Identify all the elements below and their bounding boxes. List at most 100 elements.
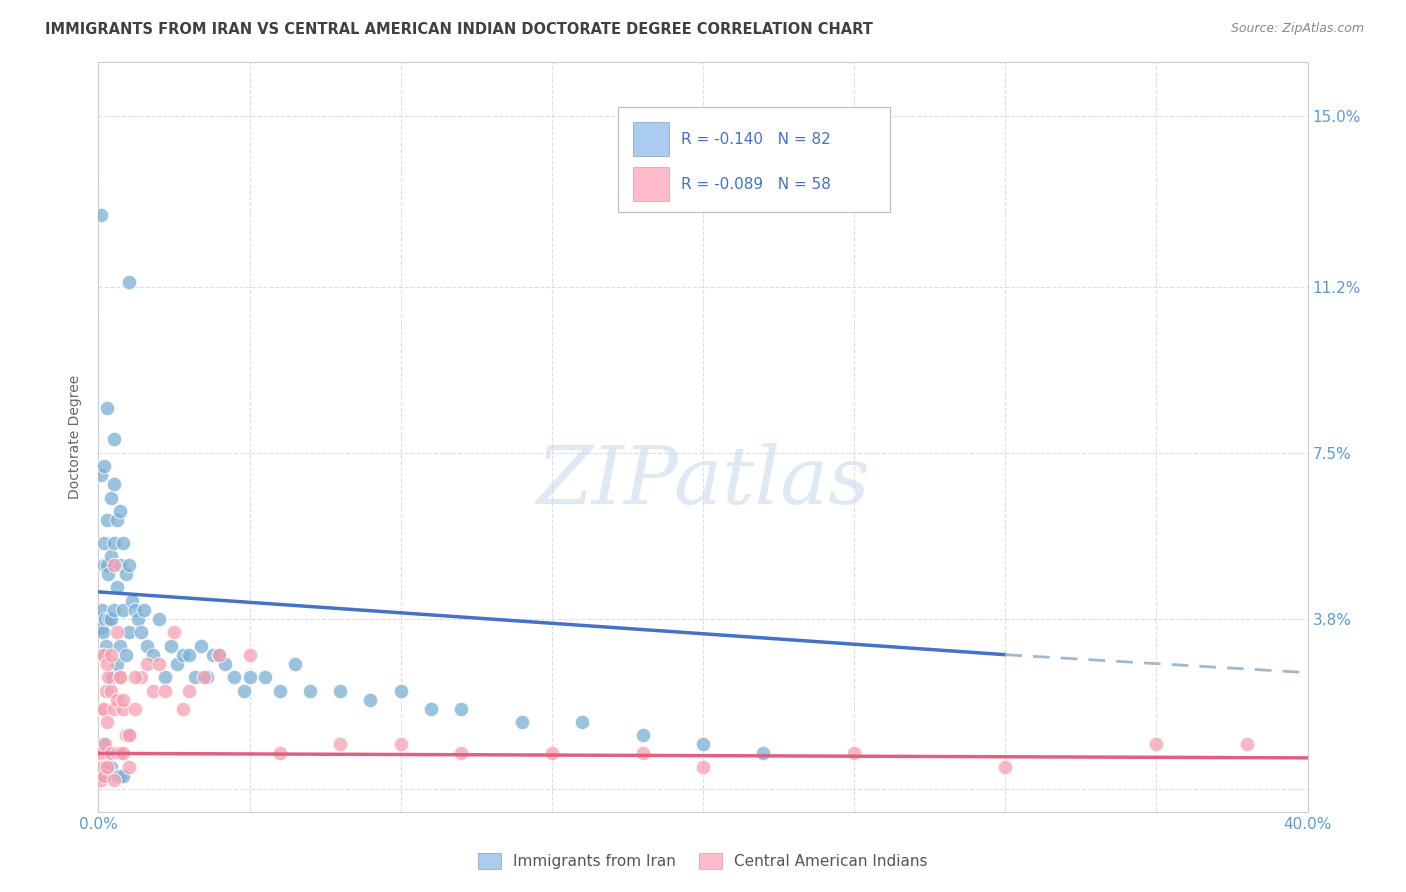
- Point: [103, 773, 125, 788]
- Point: [692, 738, 714, 752]
- Point: [142, 683, 165, 698]
- Text: R = -0.140   N = 82: R = -0.140 N = 82: [682, 132, 831, 147]
- Point: [202, 648, 225, 662]
- Point: [153, 670, 176, 684]
- Point: [90, 208, 112, 222]
- Point: [100, 549, 122, 563]
- Point: [124, 670, 146, 684]
- Point: [91, 701, 114, 715]
- Text: R = -0.089   N = 58: R = -0.089 N = 58: [682, 178, 831, 192]
- Point: [108, 670, 131, 684]
- Point: [91, 603, 114, 617]
- Point: [96, 760, 118, 774]
- Point: [420, 701, 443, 715]
- Point: [844, 747, 866, 761]
- Point: [118, 728, 141, 742]
- Point: [97, 670, 120, 684]
- Point: [100, 612, 122, 626]
- Point: [108, 670, 131, 684]
- Point: [103, 433, 125, 447]
- Point: [239, 648, 262, 662]
- Point: [172, 648, 194, 662]
- Point: [103, 747, 125, 761]
- Point: [94, 639, 117, 653]
- Point: [195, 670, 218, 684]
- Point: [172, 701, 194, 715]
- Point: [96, 513, 118, 527]
- Point: [93, 459, 115, 474]
- Point: [269, 747, 291, 761]
- Point: [114, 728, 136, 742]
- Point: [692, 760, 714, 774]
- Point: [93, 769, 115, 783]
- Point: [105, 692, 128, 706]
- Point: [100, 760, 122, 774]
- Point: [108, 504, 131, 518]
- Point: [98, 612, 121, 626]
- Point: [450, 747, 472, 761]
- Point: [329, 738, 352, 752]
- Point: [631, 747, 654, 761]
- Point: [96, 657, 118, 671]
- Point: [124, 603, 146, 617]
- Point: [103, 558, 125, 572]
- Point: [752, 747, 775, 761]
- Point: [190, 639, 212, 653]
- Point: [108, 747, 131, 761]
- Point: [89, 612, 111, 626]
- Point: [105, 581, 128, 595]
- Point: [91, 625, 114, 640]
- Point: [91, 738, 114, 752]
- Point: [148, 612, 170, 626]
- Point: [299, 683, 322, 698]
- Point: [100, 648, 122, 662]
- Point: [96, 558, 118, 572]
- Point: [540, 747, 562, 761]
- Point: [93, 769, 115, 783]
- FancyBboxPatch shape: [633, 122, 669, 156]
- Point: [111, 603, 134, 617]
- Point: [114, 648, 136, 662]
- Point: [100, 491, 122, 505]
- Point: [208, 648, 231, 662]
- FancyBboxPatch shape: [619, 107, 890, 212]
- Point: [105, 625, 128, 640]
- Point: [160, 639, 183, 653]
- Point: [224, 670, 246, 684]
- Point: [253, 670, 276, 684]
- Point: [118, 275, 141, 289]
- Point: [994, 760, 1017, 774]
- Point: [114, 566, 136, 581]
- Point: [135, 657, 157, 671]
- Point: [1236, 738, 1258, 752]
- Point: [91, 760, 114, 774]
- Point: [103, 603, 125, 617]
- Point: [108, 639, 131, 653]
- Point: [93, 558, 115, 572]
- Point: [94, 683, 117, 698]
- Point: [129, 625, 152, 640]
- Point: [103, 477, 125, 491]
- Point: [269, 683, 291, 698]
- Point: [96, 760, 118, 774]
- Point: [127, 612, 149, 626]
- Point: [93, 648, 115, 662]
- Text: IMMIGRANTS FROM IRAN VS CENTRAL AMERICAN INDIAN DOCTORATE DEGREE CORRELATION CHA: IMMIGRANTS FROM IRAN VS CENTRAL AMERICAN…: [45, 22, 873, 37]
- Legend: Immigrants from Iran, Central American Indians: Immigrants from Iran, Central American I…: [472, 847, 934, 875]
- Point: [124, 701, 146, 715]
- Point: [100, 747, 122, 761]
- Point: [111, 747, 134, 761]
- Point: [132, 603, 155, 617]
- Point: [184, 670, 207, 684]
- Text: ZIPatlas: ZIPatlas: [536, 443, 870, 521]
- Point: [360, 692, 382, 706]
- Point: [101, 670, 124, 684]
- Point: [329, 683, 352, 698]
- Point: [108, 769, 131, 783]
- Point: [118, 728, 141, 742]
- Point: [111, 701, 134, 715]
- Point: [214, 657, 236, 671]
- Point: [118, 558, 141, 572]
- Point: [148, 657, 170, 671]
- Point: [163, 625, 186, 640]
